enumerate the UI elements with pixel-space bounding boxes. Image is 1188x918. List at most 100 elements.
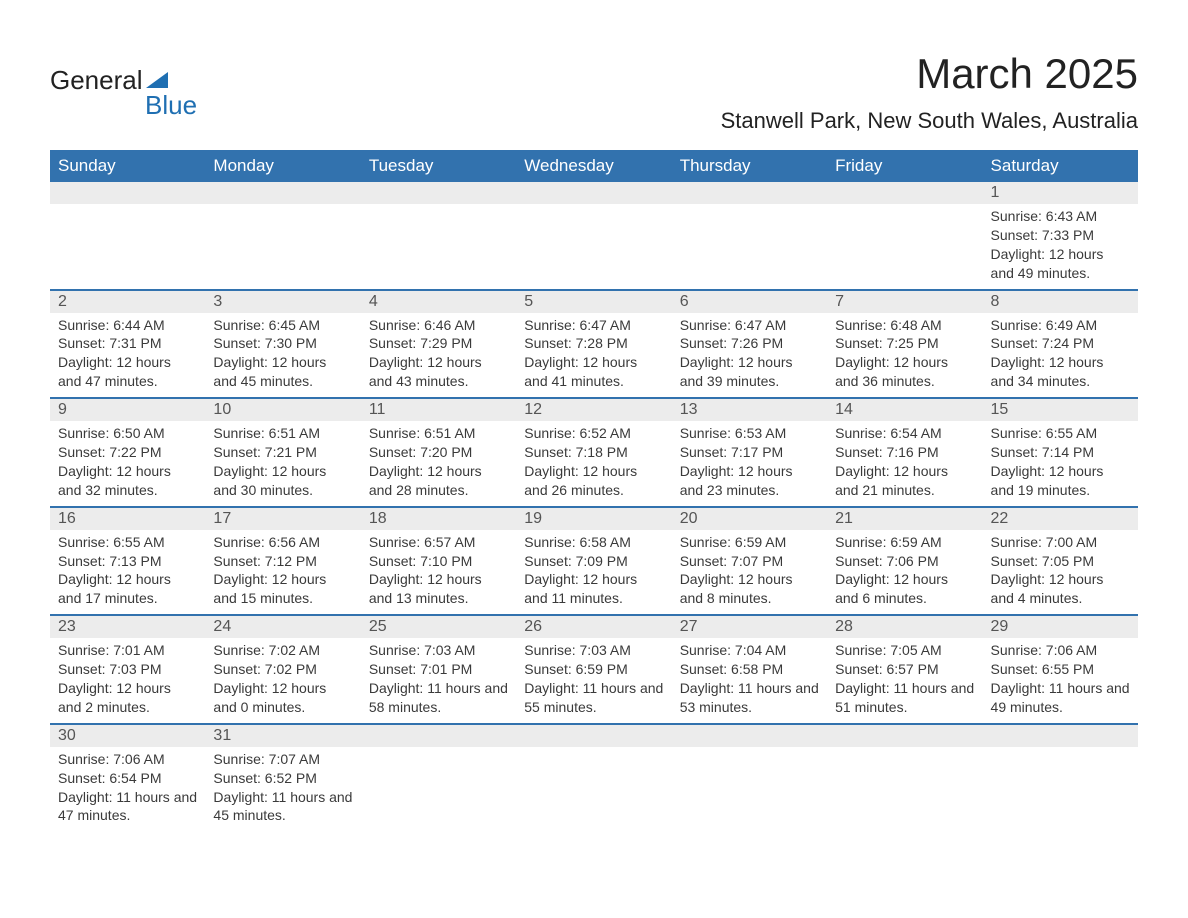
sunrise: Sunrise: 6:58 AM bbox=[524, 533, 663, 552]
calendar-day: 6Sunrise: 6:47 AMSunset: 7:26 PMDaylight… bbox=[672, 290, 827, 399]
sunset: Sunset: 7:13 PM bbox=[58, 552, 197, 571]
calendar-day: 3Sunrise: 6:45 AMSunset: 7:30 PMDaylight… bbox=[205, 290, 360, 399]
sunrise: Sunrise: 6:55 AM bbox=[991, 424, 1130, 443]
day-number: 21 bbox=[827, 508, 982, 530]
day-details: Sunrise: 7:00 AMSunset: 7:05 PMDaylight:… bbox=[983, 530, 1138, 615]
sunrise: Sunrise: 6:54 AM bbox=[835, 424, 974, 443]
sunset: Sunset: 7:12 PM bbox=[213, 552, 352, 571]
calendar-empty bbox=[361, 724, 516, 832]
day-number: 29 bbox=[983, 616, 1138, 638]
daylight: Daylight: 12 hours and 2 minutes. bbox=[58, 679, 197, 717]
day-details: Sunrise: 6:47 AMSunset: 7:26 PMDaylight:… bbox=[672, 313, 827, 398]
daylight: Daylight: 11 hours and 47 minutes. bbox=[58, 788, 197, 826]
day-number: 10 bbox=[205, 399, 360, 421]
calendar-day: 8Sunrise: 6:49 AMSunset: 7:24 PMDaylight… bbox=[983, 290, 1138, 399]
calendar-day: 23Sunrise: 7:01 AMSunset: 7:03 PMDayligh… bbox=[50, 615, 205, 724]
calendar-day: 20Sunrise: 6:59 AMSunset: 7:07 PMDayligh… bbox=[672, 507, 827, 616]
calendar-day: 31Sunrise: 7:07 AMSunset: 6:52 PMDayligh… bbox=[205, 724, 360, 832]
calendar-day: 1Sunrise: 6:43 AMSunset: 7:33 PMDaylight… bbox=[983, 182, 1138, 290]
sunset: Sunset: 7:02 PM bbox=[213, 660, 352, 679]
day-number: 28 bbox=[827, 616, 982, 638]
daylight: Daylight: 12 hours and 15 minutes. bbox=[213, 570, 352, 608]
daylight: Daylight: 11 hours and 45 minutes. bbox=[213, 788, 352, 826]
calendar-day: 7Sunrise: 6:48 AMSunset: 7:25 PMDaylight… bbox=[827, 290, 982, 399]
sunrise: Sunrise: 7:02 AM bbox=[213, 641, 352, 660]
calendar-empty bbox=[516, 724, 671, 832]
day-number bbox=[672, 182, 827, 204]
sunrise: Sunrise: 7:01 AM bbox=[58, 641, 197, 660]
sunset: Sunset: 7:29 PM bbox=[369, 334, 508, 353]
day-details: Sunrise: 7:06 AMSunset: 6:54 PMDaylight:… bbox=[50, 747, 205, 832]
day-details: Sunrise: 7:01 AMSunset: 7:03 PMDaylight:… bbox=[50, 638, 205, 723]
sunrise: Sunrise: 6:48 AM bbox=[835, 316, 974, 335]
daylight: Daylight: 12 hours and 8 minutes. bbox=[680, 570, 819, 608]
day-details: Sunrise: 6:54 AMSunset: 7:16 PMDaylight:… bbox=[827, 421, 982, 506]
day-details: Sunrise: 6:51 AMSunset: 7:20 PMDaylight:… bbox=[361, 421, 516, 506]
day-details: Sunrise: 7:05 AMSunset: 6:57 PMDaylight:… bbox=[827, 638, 982, 723]
sunrise: Sunrise: 6:52 AM bbox=[524, 424, 663, 443]
day-number: 16 bbox=[50, 508, 205, 530]
calendar-day: 17Sunrise: 6:56 AMSunset: 7:12 PMDayligh… bbox=[205, 507, 360, 616]
sunrise: Sunrise: 7:04 AM bbox=[680, 641, 819, 660]
daylight: Daylight: 12 hours and 17 minutes. bbox=[58, 570, 197, 608]
day-number: 1 bbox=[983, 182, 1138, 204]
daylight: Daylight: 12 hours and 21 minutes. bbox=[835, 462, 974, 500]
day-details: Sunrise: 6:50 AMSunset: 7:22 PMDaylight:… bbox=[50, 421, 205, 506]
sunset: Sunset: 6:58 PM bbox=[680, 660, 819, 679]
day-number: 25 bbox=[361, 616, 516, 638]
calendar-empty bbox=[361, 182, 516, 290]
daylight: Daylight: 12 hours and 6 minutes. bbox=[835, 570, 974, 608]
day-details: Sunrise: 6:46 AMSunset: 7:29 PMDaylight:… bbox=[361, 313, 516, 398]
day-number: 26 bbox=[516, 616, 671, 638]
calendar-day: 27Sunrise: 7:04 AMSunset: 6:58 PMDayligh… bbox=[672, 615, 827, 724]
location: Stanwell Park, New South Wales, Australi… bbox=[721, 108, 1138, 134]
daylight: Daylight: 12 hours and 11 minutes. bbox=[524, 570, 663, 608]
sunset: Sunset: 7:18 PM bbox=[524, 443, 663, 462]
calendar-empty bbox=[827, 724, 982, 832]
sunrise: Sunrise: 7:06 AM bbox=[58, 750, 197, 769]
daylight: Daylight: 12 hours and 41 minutes. bbox=[524, 353, 663, 391]
sunset: Sunset: 7:14 PM bbox=[991, 443, 1130, 462]
day-details: Sunrise: 7:03 AMSunset: 6:59 PMDaylight:… bbox=[516, 638, 671, 723]
calendar-empty bbox=[672, 182, 827, 290]
daylight: Daylight: 12 hours and 26 minutes. bbox=[524, 462, 663, 500]
daylight: Daylight: 11 hours and 58 minutes. bbox=[369, 679, 508, 717]
logo-word1: General bbox=[50, 65, 143, 96]
sunrise: Sunrise: 6:56 AM bbox=[213, 533, 352, 552]
sunset: Sunset: 7:20 PM bbox=[369, 443, 508, 462]
sunset: Sunset: 7:24 PM bbox=[991, 334, 1130, 353]
day-number bbox=[361, 182, 516, 204]
day-details: Sunrise: 6:55 AMSunset: 7:13 PMDaylight:… bbox=[50, 530, 205, 615]
day-details: Sunrise: 7:03 AMSunset: 7:01 PMDaylight:… bbox=[361, 638, 516, 723]
calendar-day: 19Sunrise: 6:58 AMSunset: 7:09 PMDayligh… bbox=[516, 507, 671, 616]
weekday-header: Friday bbox=[827, 150, 982, 182]
sunrise: Sunrise: 7:07 AM bbox=[213, 750, 352, 769]
day-number bbox=[983, 725, 1138, 747]
day-number: 19 bbox=[516, 508, 671, 530]
day-number: 4 bbox=[361, 291, 516, 313]
day-details: Sunrise: 7:02 AMSunset: 7:02 PMDaylight:… bbox=[205, 638, 360, 723]
sunrise: Sunrise: 7:06 AM bbox=[991, 641, 1130, 660]
sunset: Sunset: 7:10 PM bbox=[369, 552, 508, 571]
sunrise: Sunrise: 6:43 AM bbox=[991, 207, 1130, 226]
day-number bbox=[516, 725, 671, 747]
calendar-empty bbox=[827, 182, 982, 290]
day-details: Sunrise: 7:07 AMSunset: 6:52 PMDaylight:… bbox=[205, 747, 360, 832]
day-number bbox=[672, 725, 827, 747]
daylight: Daylight: 12 hours and 34 minutes. bbox=[991, 353, 1130, 391]
day-details: Sunrise: 6:49 AMSunset: 7:24 PMDaylight:… bbox=[983, 313, 1138, 398]
day-number: 5 bbox=[516, 291, 671, 313]
sunrise: Sunrise: 7:03 AM bbox=[369, 641, 508, 660]
calendar-day: 22Sunrise: 7:00 AMSunset: 7:05 PMDayligh… bbox=[983, 507, 1138, 616]
daylight: Daylight: 12 hours and 39 minutes. bbox=[680, 353, 819, 391]
day-details: Sunrise: 6:53 AMSunset: 7:17 PMDaylight:… bbox=[672, 421, 827, 506]
logo-word2: Blue bbox=[145, 90, 197, 121]
day-number: 18 bbox=[361, 508, 516, 530]
daylight: Daylight: 12 hours and 49 minutes. bbox=[991, 245, 1130, 283]
calendar-day: 14Sunrise: 6:54 AMSunset: 7:16 PMDayligh… bbox=[827, 398, 982, 507]
weekday-header: Thursday bbox=[672, 150, 827, 182]
calendar-day: 21Sunrise: 6:59 AMSunset: 7:06 PMDayligh… bbox=[827, 507, 982, 616]
day-number: 12 bbox=[516, 399, 671, 421]
daylight: Daylight: 11 hours and 49 minutes. bbox=[991, 679, 1130, 717]
sunset: Sunset: 7:01 PM bbox=[369, 660, 508, 679]
